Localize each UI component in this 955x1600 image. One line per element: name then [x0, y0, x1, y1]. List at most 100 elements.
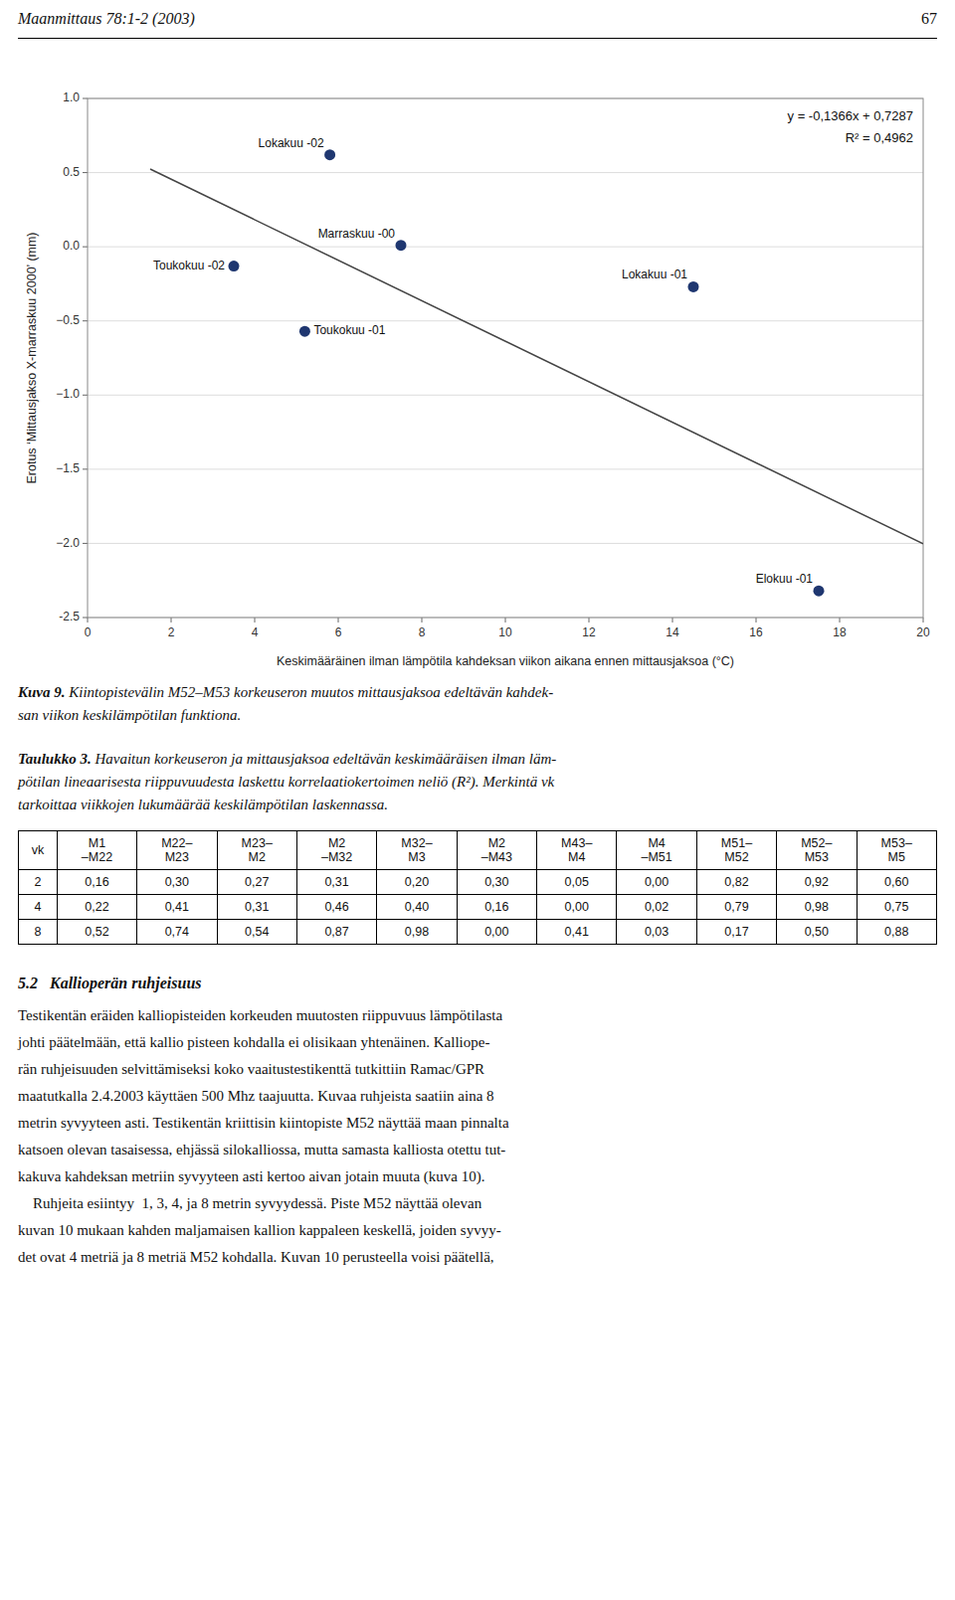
- caption-text: Kiintopistevälin M52–M53 korkeuseron muu…: [65, 684, 555, 701]
- header-text: M43–: [561, 836, 592, 851]
- x-tick-label: 16: [749, 625, 764, 640]
- regression-line: [150, 169, 924, 545]
- y-tick: [82, 320, 88, 322]
- x-tick: [756, 617, 758, 623]
- header-text: M1: [88, 836, 106, 851]
- x-tick: [505, 617, 507, 623]
- table-row: 40,220,410,310,460,400,160,000,020,790,9…: [18, 895, 938, 921]
- y-tick: [82, 98, 88, 100]
- table-cell: 0,05: [537, 870, 617, 896]
- header-text: M52–: [800, 836, 832, 851]
- chart: -2.5−2.0−1.5−1.0−0.50.00.51.002468101214…: [17, 78, 938, 676]
- point-label: Elokuu -01: [756, 572, 814, 586]
- table-cell: 0,22: [56, 895, 137, 921]
- annotation: R² = 0,4962: [845, 130, 914, 146]
- scatter-point: [228, 260, 240, 272]
- table-cell: 0,98: [377, 920, 457, 946]
- y-tick-label: −1.5: [55, 461, 80, 476]
- grid-line: [87, 468, 924, 470]
- table-head: vkM1–M22M22–M23M23–M2M2–M32M32–M3M2–M43M…: [18, 831, 938, 871]
- header-text: M2: [248, 850, 266, 865]
- grid-line: [87, 394, 924, 396]
- body-line: johti päätelmään, että kallio pisteen ko…: [17, 1029, 938, 1057]
- table-cell: 4: [18, 895, 58, 921]
- x-axis-label: Keskimääräinen ilman lämpötila kahdeksan…: [276, 654, 735, 669]
- x-tick: [254, 617, 256, 623]
- header-cell: M2–M32: [296, 831, 377, 871]
- table-cell: 0,74: [137, 920, 217, 946]
- y-tick-label: −2.0: [55, 536, 80, 551]
- y-tick-label: 1.0: [62, 90, 80, 105]
- header-text: M5: [888, 850, 906, 865]
- header-text: M22–: [161, 836, 192, 851]
- y-tick: [82, 172, 88, 174]
- header-text: M52: [724, 850, 749, 865]
- section-heading: 5.2 Kallioperän ruhjeisuus: [17, 974, 938, 993]
- caption-label: Taulukko 3.: [17, 751, 92, 767]
- point-label: Lokakuu -01: [621, 267, 688, 282]
- table-cell: 0,79: [696, 895, 776, 921]
- table-cell: 0,82: [696, 870, 776, 896]
- caption-line: Taulukko 3. Havaitun korkeuseron ja mitt…: [17, 748, 938, 771]
- body-text: Testikentän eräiden kalliopisteiden kork…: [17, 1002, 938, 1272]
- body-line: metrin syvyyteen asti. Testikentän kriit…: [17, 1110, 938, 1138]
- table-cell: 0,20: [377, 870, 457, 896]
- table-cell: 0,98: [776, 895, 857, 921]
- body-line: kuvan 10 mukaan kahden maljamaisen kalli…: [17, 1217, 938, 1245]
- table-cell: 0,54: [216, 920, 297, 946]
- table-cell: 2: [18, 870, 58, 896]
- header-title: Maanmittaus 78:1-2 (2003): [17, 9, 195, 28]
- x-tick-label: 8: [418, 625, 426, 640]
- table-cell: 0,30: [456, 870, 537, 896]
- point-label: Toukokuu -02: [153, 258, 225, 273]
- scatter-point: [324, 149, 336, 161]
- table-cell: 0,31: [216, 895, 297, 921]
- x-tick: [588, 617, 590, 623]
- table-cell: 0,52: [56, 920, 137, 946]
- x-tick-label: 10: [498, 625, 513, 640]
- header-cell: M51–M52: [696, 831, 776, 871]
- header-text: M23: [165, 850, 190, 865]
- x-tick: [171, 617, 173, 623]
- x-tick-label: 6: [335, 625, 343, 640]
- annotation: y = -0,1366x + 0,7287: [787, 108, 914, 124]
- header-text: –M32: [321, 850, 353, 865]
- scatter-point: [299, 326, 311, 338]
- header-text: M4: [647, 836, 665, 851]
- header-text: –M51: [640, 850, 672, 865]
- scatter-point: [395, 239, 407, 251]
- header-cell: M53–M5: [856, 831, 937, 871]
- header-text: M2: [488, 836, 506, 851]
- x-tick-label: 14: [665, 625, 680, 640]
- body-line: Testikentän eräiden kalliopisteiden kork…: [17, 1002, 938, 1030]
- point-label: Toukokuu -01: [313, 323, 385, 338]
- y-tick-label: 0.0: [62, 238, 80, 253]
- header-cell: M2–M43: [456, 831, 537, 871]
- table-cell: 0,41: [137, 895, 217, 921]
- grid-line: [87, 172, 924, 174]
- x-tick-label: 2: [168, 625, 176, 640]
- header-text: –M43: [481, 850, 513, 865]
- header-cell: M1–M22: [56, 831, 137, 871]
- point-labels: Toukokuu -02Toukokuu -01Lokakuu -02Marra…: [153, 136, 813, 586]
- header-text: M2: [328, 836, 346, 851]
- header-text: vk: [31, 843, 45, 858]
- header-cell: M43–M4: [537, 831, 617, 871]
- body-line: Ruhjeita esiintyy 1, 3, 4, ja 8 metrin s…: [17, 1190, 938, 1218]
- figure-caption: Kuva 9. Kiintopistevälin M52–M53 korkeus…: [17, 681, 938, 729]
- table-cell: 0,75: [856, 895, 937, 921]
- section-title: Kallioperän ruhjeisuus: [49, 974, 202, 992]
- y-tick: [82, 468, 88, 470]
- x-tick-label: 20: [916, 625, 931, 640]
- section-number: 5.2: [17, 974, 38, 992]
- table-cell: 0,27: [216, 870, 297, 896]
- x-tick: [839, 617, 841, 623]
- y-tick: [82, 394, 88, 396]
- y-tick-label: −1.0: [55, 386, 80, 401]
- grid-line: [87, 320, 924, 322]
- page-number: 67: [921, 9, 938, 28]
- scatter-point: [813, 585, 825, 597]
- table-cell: 0,00: [537, 895, 617, 921]
- x-tick-label: 18: [832, 625, 847, 640]
- table-cell: 0,46: [296, 895, 377, 921]
